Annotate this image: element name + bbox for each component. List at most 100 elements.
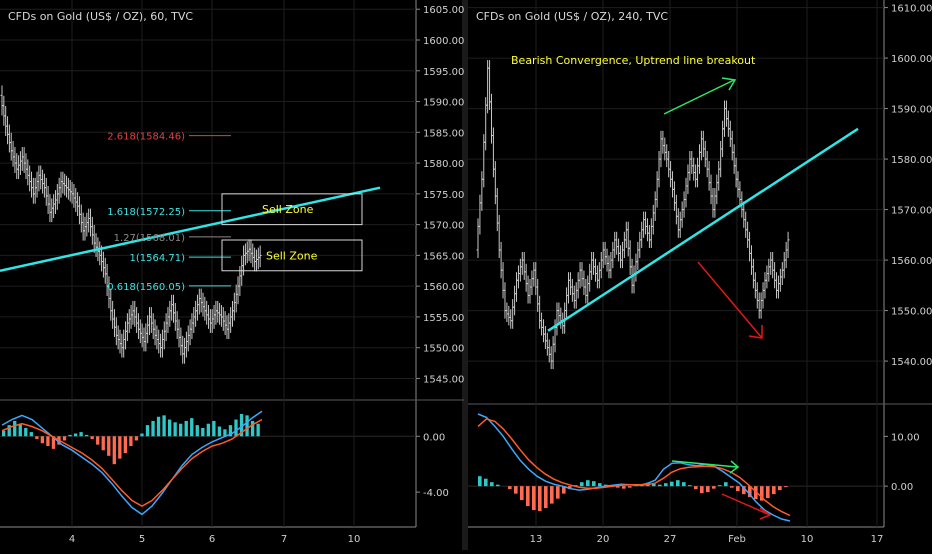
right-time-tick-label: 13 — [530, 534, 543, 545]
left-macd-histogram-bar — [41, 436, 44, 443]
right-macd-histogram-bar — [736, 486, 740, 491]
right-macd-histogram-bar — [550, 486, 554, 503]
right-macd-histogram-bar — [508, 486, 512, 489]
left-macd-histogram-bar — [102, 436, 105, 450]
left-indicator-tick-label: 0.00 — [423, 432, 445, 443]
left-macd-histogram-bar — [173, 422, 176, 436]
right-macd-histogram-bar — [676, 480, 680, 486]
right-macd-histogram-bar — [694, 486, 698, 489]
right-macd-histogram-bar — [592, 481, 596, 486]
fib-level-label: 1.27(1568.01) — [114, 233, 186, 244]
red-arrow-shaft — [698, 262, 762, 338]
left-price-tick-label: 1570.00 — [423, 221, 464, 232]
bearish-annotation-label: Bearish Convergence, Uptrend line breako… — [511, 54, 756, 67]
left-macd-histogram-bar — [107, 436, 110, 456]
right-macd-histogram-bar — [712, 486, 716, 488]
left-macd-histogram-bar — [2, 431, 5, 437]
left-price-tick-label: 1550.00 — [423, 344, 464, 355]
left-macd-histogram-bar — [140, 433, 143, 436]
left-macd-histogram-bar — [151, 421, 154, 436]
right-macd-histogram-bar — [706, 486, 710, 492]
left-signal-line — [2, 420, 262, 507]
green-arrow-head — [722, 78, 735, 90]
right-macd-histogram-bar — [682, 482, 686, 486]
left-indicator-tick-label: -4.00 — [423, 488, 449, 499]
right-price-tick-label: 1550.00 — [891, 307, 932, 318]
right-time-tick-label: 17 — [871, 534, 884, 545]
left-price-tick-label: 1595.00 — [423, 67, 464, 78]
right-macd-histogram-bar — [784, 486, 788, 487]
left-macd-histogram-bar — [35, 436, 38, 439]
right-macd-histogram-bar — [724, 482, 728, 486]
right-price-tick-label: 1570.00 — [891, 206, 932, 217]
left-macd-histogram-bar — [19, 424, 22, 437]
left-macd-histogram-bar — [256, 424, 259, 437]
right-macd-histogram-bar — [538, 486, 542, 511]
right-price-tick-label: 1540.00 — [891, 357, 932, 368]
right-time-tick-label: 20 — [597, 534, 610, 545]
right-macd-histogram-bar — [526, 486, 530, 506]
left-macd-histogram-bar — [63, 436, 66, 440]
right-macd-histogram-bar — [580, 482, 584, 486]
right-indicator-tick-label: 0.00 — [891, 482, 913, 493]
fib-level-label: 2.618(1584.46) — [107, 132, 185, 143]
left-macd-histogram-bar — [196, 425, 199, 436]
left-macd-histogram-bar — [190, 418, 193, 436]
right-price-tick-label: 1580.00 — [891, 155, 932, 166]
right-macd-histogram-bar — [670, 482, 674, 486]
right-macd-histogram-bar — [496, 485, 500, 486]
right-macd-histogram-bar — [532, 486, 536, 510]
left-price-tick-label: 1605.00 — [423, 5, 464, 16]
right-chart-title: CFDs on Gold (US$ / OZ), 240, TVC — [476, 10, 668, 23]
left-macd-histogram-bar — [168, 420, 171, 437]
left-macd-histogram-bar — [185, 421, 188, 436]
left-macd-histogram-bar — [118, 436, 121, 458]
left-time-tick-label: 6 — [209, 534, 215, 545]
left-macd-histogram-bar — [96, 436, 99, 444]
labels-layer: 1605.001600.001595.001590.001585.001580.… — [69, 4, 932, 545]
left-chart-title: CFDs on Gold (US$ / OZ), 60, TVC — [8, 10, 193, 23]
right-macd-histogram-bar — [622, 486, 626, 488]
left-macd-line — [2, 411, 262, 514]
fib-level-label: 1.618(1572.25) — [107, 207, 185, 218]
left-price-tick-label: 1590.00 — [423, 98, 464, 109]
right-time-tick-label: 10 — [801, 534, 814, 545]
left-price-tick-label: 1545.00 — [423, 374, 464, 385]
right-macd-histogram-bar — [772, 486, 776, 494]
left-macd-histogram-bar — [201, 428, 204, 436]
right-price-tick-label: 1610.00 — [891, 4, 932, 15]
right-time-tick-label: 27 — [664, 534, 677, 545]
right-macd-histogram-bar — [658, 485, 662, 486]
left-macd-histogram-bar — [162, 415, 165, 436]
left-price-tick-label: 1580.00 — [423, 159, 464, 170]
right-macd-histogram-bar — [598, 483, 602, 486]
left-macd-histogram-bar — [124, 436, 127, 453]
left-macd-histogram-bar — [68, 435, 71, 436]
left-macd-histogram-bar — [251, 421, 254, 436]
right-macd-histogram-bar — [484, 479, 488, 486]
left-macd-histogram-bar — [74, 433, 77, 436]
left-macd-histogram-bar — [207, 424, 210, 437]
right-macd-histogram-bar — [514, 486, 518, 493]
left-macd-histogram-bar — [46, 436, 49, 446]
right-macd-histogram-bar — [700, 486, 704, 493]
left-macd-histogram-bar — [79, 432, 82, 436]
left-macd-histogram-bar — [179, 424, 182, 437]
right-macd-histogram-bar — [544, 486, 548, 508]
right-macd-histogram-bar — [478, 476, 482, 486]
fib-level-label: 1(1564.71) — [129, 253, 185, 264]
right-macd-histogram-bar — [688, 485, 692, 486]
left-price-tick-label: 1560.00 — [423, 282, 464, 293]
right-time-tick-label: Feb — [728, 534, 746, 545]
left-macd-histogram-bar — [135, 436, 138, 440]
right-macd-histogram-bar — [778, 486, 782, 490]
left-macd-histogram-bar — [245, 415, 248, 436]
panel-gap — [462, 0, 468, 550]
right-macd-histogram-bar — [730, 486, 734, 487]
right-price-tick-label: 1600.00 — [891, 54, 932, 65]
left-macd-histogram-bar — [113, 436, 116, 464]
sell-zone-label: Sell Zone — [266, 249, 318, 262]
left-macd-histogram-bar — [146, 425, 149, 436]
right-macd-histogram-bar — [718, 485, 722, 486]
